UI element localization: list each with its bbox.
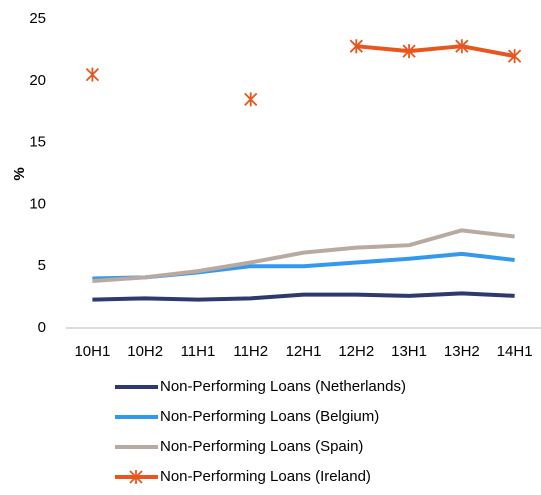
x-tick-label: 12H2 [338, 343, 374, 360]
marker [402, 44, 416, 59]
x-tick-label: 11H1 [181, 343, 216, 360]
x-tick-label: 11H2 [233, 343, 268, 360]
legend-label: Non-Performing Loans (Spain) [160, 438, 363, 455]
y-tick-label: 15 [29, 134, 46, 151]
y-tick-label: 5 [38, 257, 46, 274]
y-tick-label: 10 [29, 195, 46, 212]
legend-label: Non-Performing Loans (Belgium) [160, 408, 379, 425]
x-tick-label: 10H2 [127, 343, 163, 360]
y-axis-label: % [11, 167, 28, 180]
marker [349, 39, 363, 54]
marker [455, 39, 469, 54]
marker [129, 470, 143, 484]
marker [507, 49, 522, 64]
x-tick-label: 14H1 [497, 343, 533, 360]
y-tick-label: 20 [29, 72, 46, 89]
x-tick-label: 13H1 [391, 343, 427, 360]
x-tick-label: 12H1 [286, 343, 322, 360]
legend-label: Non-Performing Loans (Netherlands) [160, 378, 406, 395]
series-line [356, 44, 515, 59]
marker [85, 67, 100, 82]
x-tick-label: 13H2 [444, 343, 480, 360]
y-tick-label: 25 [29, 10, 46, 27]
y-tick-label: 0 [38, 319, 46, 336]
legend-label: Non-Performing Loans (Ireland) [160, 468, 371, 485]
series-line [92, 228, 515, 284]
marker [244, 92, 258, 107]
x-tick-label: 10H1 [74, 343, 110, 360]
series-line [92, 291, 515, 302]
